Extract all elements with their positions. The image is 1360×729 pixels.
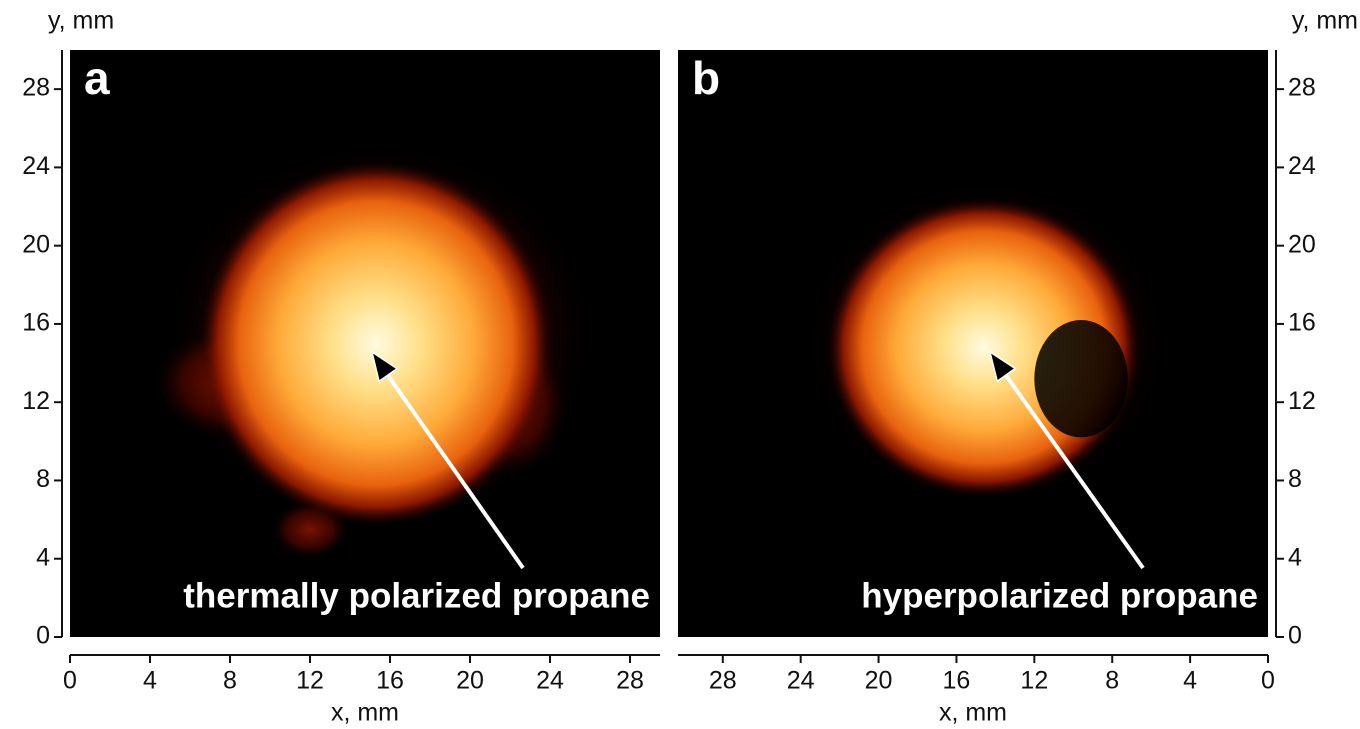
x-tick-label: 28 xyxy=(616,667,644,695)
x-tick-label: 16 xyxy=(943,667,971,695)
signal-notch xyxy=(1034,320,1128,438)
x-tick-label: 8 xyxy=(223,667,237,695)
y-tick-label: 8 xyxy=(1288,465,1302,493)
x-axis-label: x, mm xyxy=(939,699,1007,727)
y-tick-label: 28 xyxy=(22,74,50,102)
y-tick-label: 24 xyxy=(1288,152,1316,180)
x-tick-label: 4 xyxy=(143,667,157,695)
y-axis-label: y, mm xyxy=(48,7,114,35)
x-tick-label: 24 xyxy=(787,667,815,695)
image-content xyxy=(150,138,600,559)
y-tick-label: 4 xyxy=(36,543,50,571)
y-tick-label: 24 xyxy=(22,152,50,180)
image-content xyxy=(800,177,1171,510)
panel-label: b xyxy=(692,52,720,104)
x-tick-label: 20 xyxy=(456,667,484,695)
x-axis-label: x, mm xyxy=(331,699,399,727)
arrow-shaft xyxy=(998,365,1145,570)
y-tick-label: 0 xyxy=(36,622,50,650)
y-tick-label: 8 xyxy=(36,465,50,493)
x-tick-label: 0 xyxy=(1261,667,1275,695)
arrow-shaft xyxy=(380,365,525,570)
y-tick-label: 20 xyxy=(1288,230,1316,258)
y-tick-label: 12 xyxy=(22,387,50,415)
arrow-head xyxy=(988,350,1017,383)
y-tick-label: 16 xyxy=(22,309,50,337)
y-axis-label: y, mm xyxy=(1292,7,1358,35)
panel-label: a xyxy=(84,52,110,104)
x-tick-label: 12 xyxy=(296,667,324,695)
x-tick-label: 20 xyxy=(865,667,893,695)
x-tick-label: 16 xyxy=(376,667,404,695)
y-tick-label: 0 xyxy=(1288,622,1302,650)
x-tick-label: 12 xyxy=(1020,667,1048,695)
x-tick-label: 4 xyxy=(1183,667,1197,695)
x-tick-label: 28 xyxy=(709,667,737,695)
y-tick-label: 28 xyxy=(1288,74,1316,102)
y-tick-label: 12 xyxy=(1288,387,1316,415)
y-tick-label: 4 xyxy=(1288,543,1302,571)
annotation: hyperpolarized propane xyxy=(861,576,1258,615)
signal-core xyxy=(200,161,552,526)
x-tick-label: 24 xyxy=(536,667,564,695)
x-tick-label: 8 xyxy=(1105,667,1119,695)
y-tick-label: 20 xyxy=(22,230,50,258)
y-tick-label: 16 xyxy=(1288,309,1316,337)
x-tick-label: 0 xyxy=(63,667,77,695)
arrow-head xyxy=(370,350,399,383)
annotation: thermally polarized propane xyxy=(183,576,650,615)
